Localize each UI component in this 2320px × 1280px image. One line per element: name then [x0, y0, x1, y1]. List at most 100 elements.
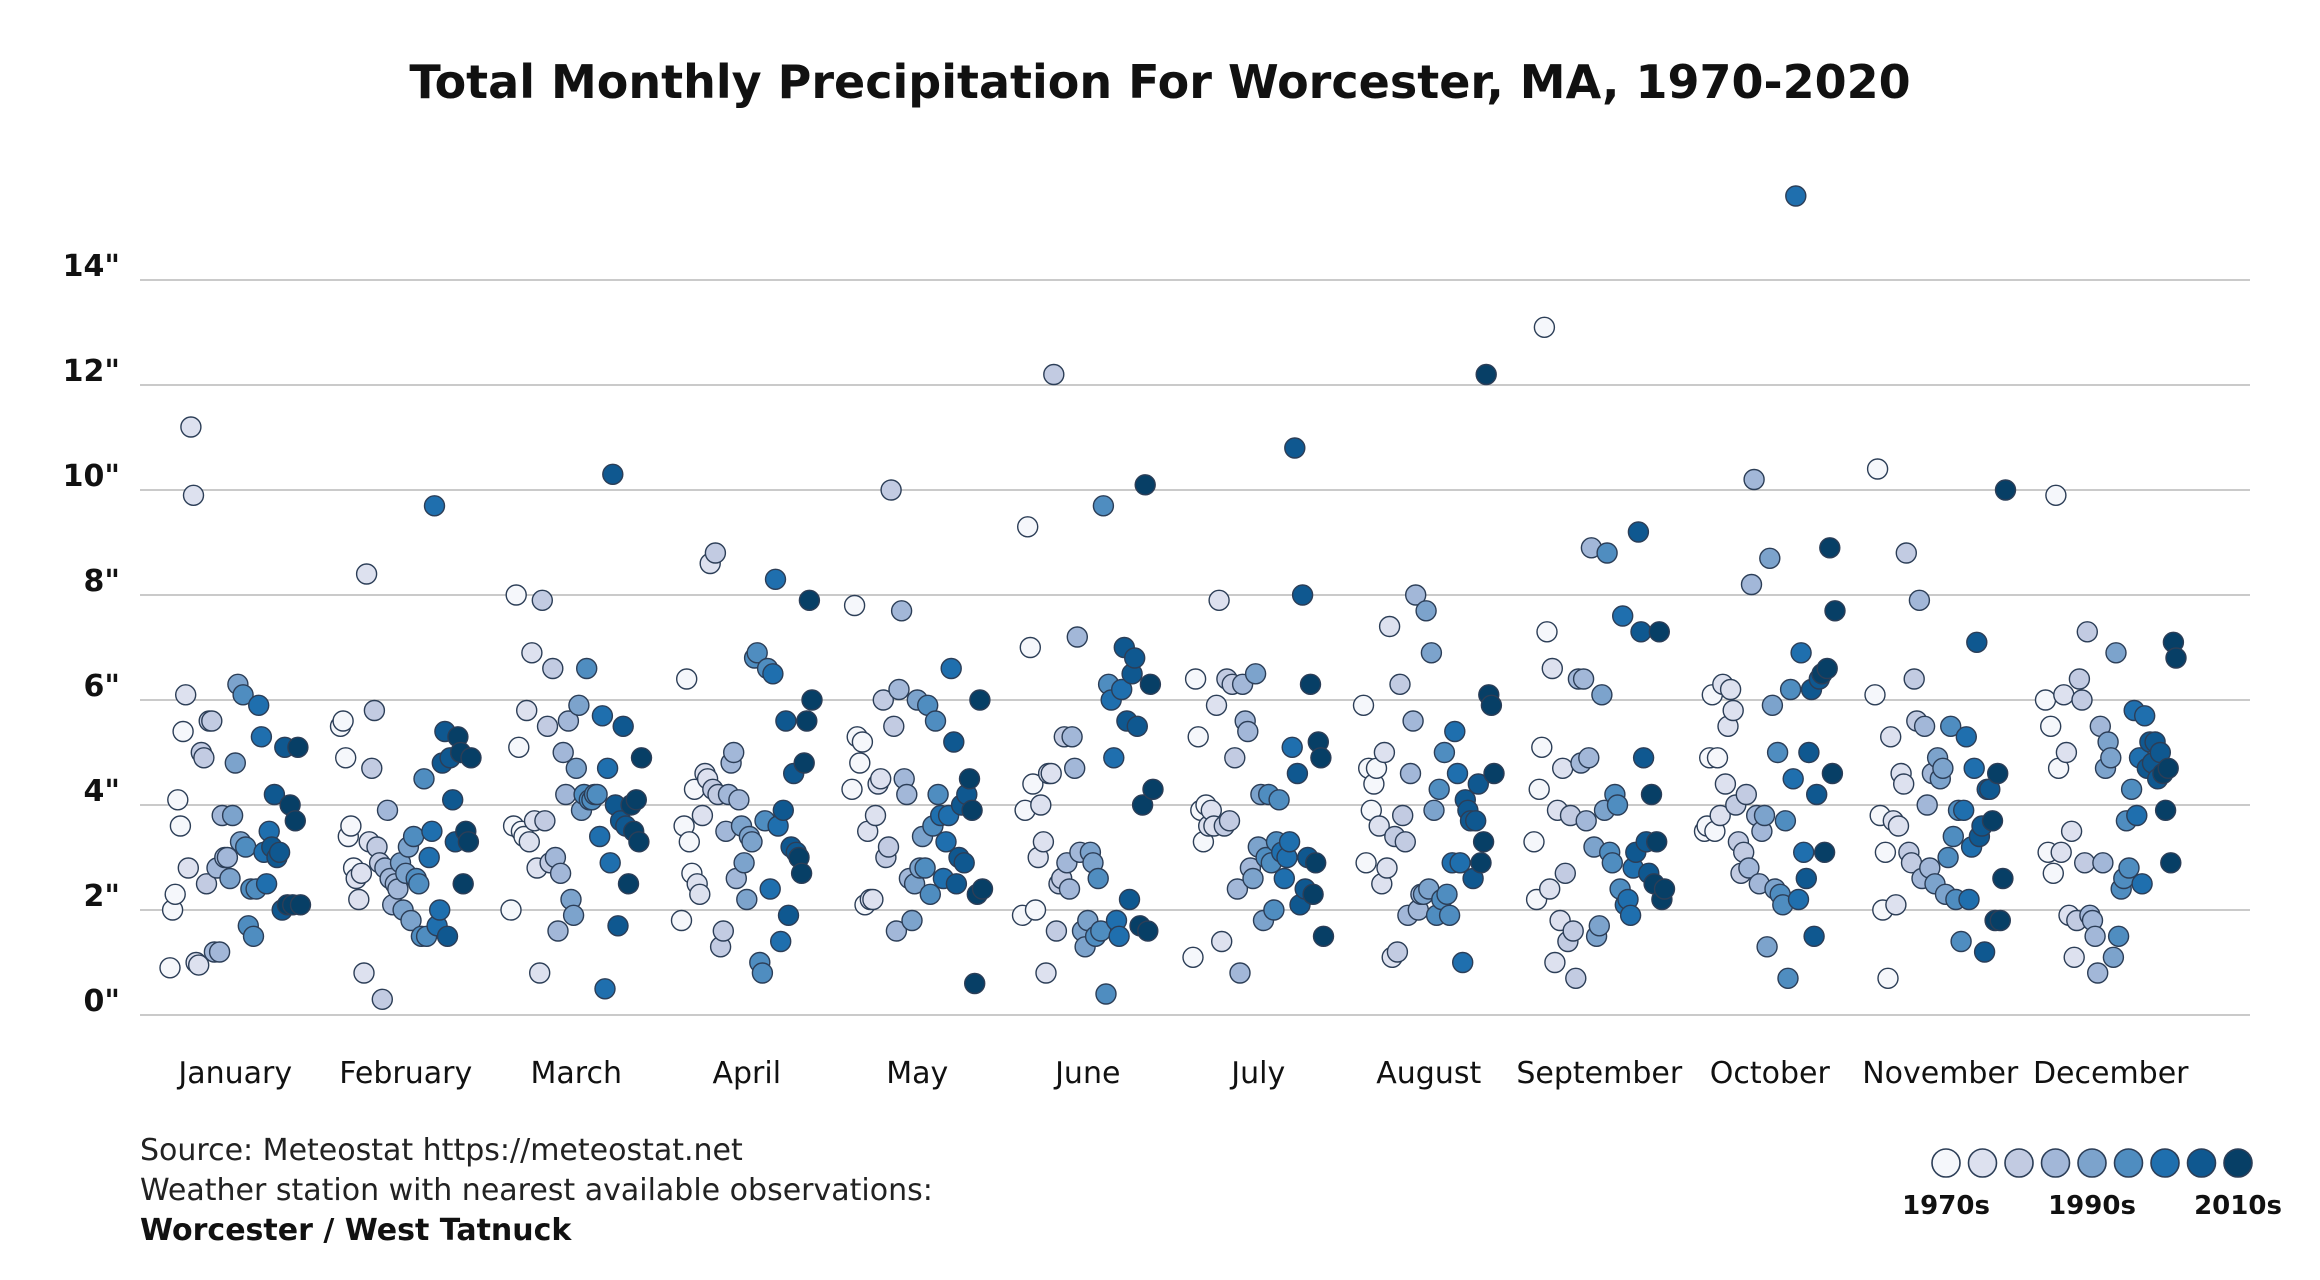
data-point: [1963, 757, 1985, 779]
data-point: [1572, 668, 1595, 690]
data-point: [263, 783, 286, 806]
data-point: [1785, 185, 1807, 207]
data-point: [723, 741, 745, 764]
data-point: [565, 757, 587, 779]
x-tick-label: January: [176, 1056, 292, 1091]
legend-swatch: [2004, 1148, 2034, 1178]
chart-title: Total Monthly Precipitation For Worceste…: [409, 55, 1910, 109]
data-point: [1766, 741, 1789, 764]
data-point: [1108, 925, 1130, 947]
data-point: [2050, 841, 2072, 863]
data-point: [568, 694, 590, 716]
data-point: [177, 857, 200, 879]
data-point: [1958, 888, 1980, 911]
legend-label: 2010s: [2194, 1191, 2282, 1221]
data-point: [164, 883, 186, 905]
data-point: [2042, 862, 2065, 884]
data-point: [885, 920, 908, 942]
data-point: [1299, 673, 1322, 695]
data-point: [851, 731, 874, 753]
data-point: [353, 962, 375, 984]
data-point: [1420, 642, 1443, 664]
data-point: [958, 768, 981, 790]
data-point: [924, 710, 947, 732]
data-point: [1866, 458, 1889, 480]
data-point: [500, 899, 522, 921]
data-point: [746, 642, 768, 664]
y-tick-label: 2": [83, 879, 120, 914]
data-point: [1237, 720, 1259, 743]
data-point: [689, 883, 711, 905]
data-point: [596, 757, 619, 779]
data-point: [586, 783, 608, 806]
data-point: [775, 710, 797, 732]
data-point: [159, 957, 181, 979]
data-point: [1719, 678, 1742, 701]
data-point: [2157, 757, 2179, 779]
data-point: [1648, 621, 1671, 643]
data-point: [1787, 888, 1810, 911]
data-point: [460, 747, 482, 769]
data-point: [1913, 715, 1936, 737]
data-point: [1903, 668, 1925, 690]
data-point: [2039, 715, 2062, 737]
data-point: [1095, 983, 1117, 1005]
data-point: [628, 831, 650, 853]
data-point: [1040, 762, 1062, 785]
data-point: [676, 668, 698, 690]
data-point: [1137, 920, 1159, 942]
data-point: [1706, 747, 1729, 769]
data-point: [1816, 657, 1838, 680]
data-point: [872, 689, 894, 711]
data-point: [1565, 967, 1587, 989]
data-point: [1885, 894, 1907, 916]
data-point: [1536, 621, 1558, 643]
data-point: [1030, 794, 1052, 816]
data-point: [1973, 941, 1996, 963]
data-point: [1066, 626, 1089, 648]
x-tick-label: May: [886, 1056, 948, 1091]
data-point: [1887, 815, 1910, 837]
y-tick-label: 10": [63, 459, 120, 494]
data-point: [1404, 584, 1427, 606]
data-point: [557, 710, 580, 732]
data-point: [927, 783, 949, 806]
legend-swatch: [1931, 1148, 1961, 1178]
data-point: [870, 768, 892, 790]
data-point: [1480, 694, 1503, 716]
data-point: [1864, 684, 1886, 706]
data-point: [728, 789, 750, 811]
data-point: [2084, 925, 2106, 947]
data-point: [1423, 799, 1445, 821]
data-point: [599, 852, 621, 874]
data-point: [1402, 710, 1424, 732]
data-point: [1805, 783, 1828, 806]
x-tick-label: December: [2033, 1056, 2189, 1091]
data-point: [1273, 867, 1296, 890]
data-point: [862, 888, 884, 911]
y-tick-label: 8": [83, 564, 120, 599]
data-point: [1286, 762, 1309, 785]
data-point: [457, 831, 480, 853]
data-point: [1483, 762, 1505, 785]
data-point: [896, 783, 918, 806]
data-point: [1792, 841, 1815, 863]
data-point: [1981, 810, 2004, 832]
data-point: [1244, 663, 1267, 685]
data-point: [1444, 720, 1466, 743]
data-point: [1740, 573, 1763, 596]
data-point: [1229, 962, 1251, 984]
data-point: [1263, 899, 1285, 921]
data-point: [2131, 873, 2153, 895]
data-point: [796, 710, 818, 732]
data-point: [355, 563, 378, 585]
data-point: [1376, 857, 1398, 879]
data-point: [1016, 516, 1039, 538]
data-point: [1966, 631, 1988, 653]
data-point: [1126, 715, 1149, 737]
legend-swatch: [2077, 1148, 2107, 1178]
y-tick-label: 6": [83, 669, 120, 704]
station-name: Worcester / West Tatnuck: [140, 1213, 572, 1248]
data-point: [1803, 925, 1825, 947]
data-point: [890, 600, 913, 622]
